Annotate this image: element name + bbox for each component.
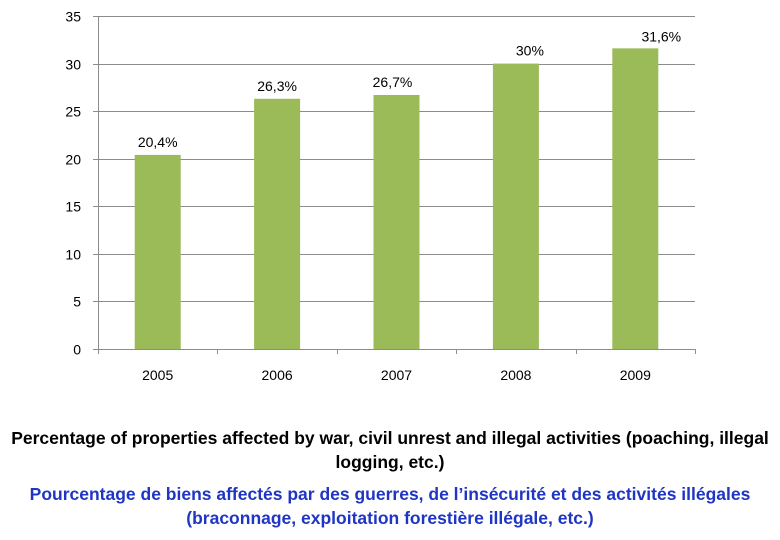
- y-tick-label: 5: [73, 294, 81, 310]
- y-tick-label: 25: [65, 104, 81, 120]
- bar-2005: [134, 154, 181, 349]
- y-tick-label: 10: [65, 247, 81, 263]
- data-label-2005: 20,4%: [138, 134, 178, 150]
- bar-2008: [492, 63, 539, 349]
- data-label-2007: 26,7%: [373, 74, 413, 90]
- x-tick-label: 2009: [620, 367, 651, 383]
- data-label-2006: 26,3%: [257, 78, 297, 94]
- bars: [134, 48, 659, 350]
- data-labels: 20,4% 26,3% 26,7% 30% 31,6%: [138, 28, 681, 150]
- data-label-2008: 30%: [516, 43, 544, 59]
- y-tick-label: 0: [73, 342, 81, 358]
- y-tick-label: 35: [65, 9, 81, 25]
- y-tick-label: 15: [65, 199, 81, 215]
- y-tick-label: 30: [65, 57, 81, 73]
- y-tick-label: 20: [65, 152, 81, 168]
- axes: 0 5 10 15 20 25 30 35 2005 2006 2007 2008 2009: [65, 9, 696, 383]
- bar-2007: [373, 94, 420, 350]
- x-tick-label: 2007: [381, 367, 412, 383]
- x-tick-label: 2006: [262, 367, 293, 383]
- bar-chart: 0 5 10 15 20 25 30 35 2005 2006 2007 2008 2009 20,4%…: [65, 9, 696, 383]
- bar-2006: [254, 98, 301, 349]
- caption-french: Pourcentage de biens affectés par des gu…: [29, 484, 751, 528]
- caption-english: Percentage of properties affected by war…: [11, 428, 769, 472]
- bar-2009: [612, 48, 659, 349]
- x-tick-label: 2008: [500, 367, 531, 383]
- x-tick-label: 2005: [142, 367, 173, 383]
- data-label-2009: 31,6%: [641, 28, 681, 44]
